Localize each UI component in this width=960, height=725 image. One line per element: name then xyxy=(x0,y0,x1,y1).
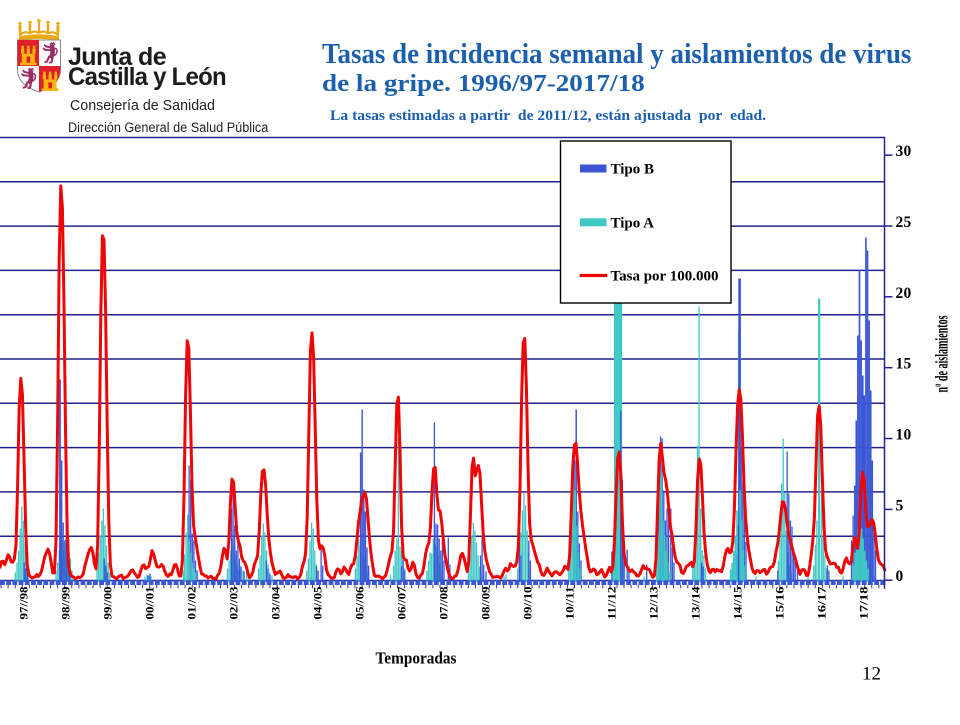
svg-text:17/18: 17/18 xyxy=(857,587,871,620)
svg-text:13//14: 13//14 xyxy=(689,587,703,620)
svg-text:07//08: 07//08 xyxy=(437,587,451,620)
svg-text:05//06: 05//06 xyxy=(353,587,367,620)
svg-text:12//13: 12//13 xyxy=(647,587,661,620)
svg-text:15/16: 15/16 xyxy=(773,587,787,620)
svg-text:10//11: 10//11 xyxy=(563,587,577,620)
svg-text:01//02: 01//02 xyxy=(185,587,199,620)
svg-text:06//07: 06//07 xyxy=(395,587,409,620)
svg-text:08//09: 08//09 xyxy=(479,587,493,620)
svg-text:14//15: 14//15 xyxy=(731,587,745,620)
svg-text:Temporadas: Temporadas xyxy=(376,648,457,667)
svg-text:Tipo B: Tipo B xyxy=(611,162,655,178)
svg-text:10: 10 xyxy=(896,427,912,444)
svg-text:30: 30 xyxy=(896,143,912,160)
svg-text:11//12: 11//12 xyxy=(605,587,619,620)
svg-text:Tipo A: Tipo A xyxy=(611,215,655,231)
svg-text:20: 20 xyxy=(896,285,912,302)
svg-text:nº de aislamientos: nº de aislamientos xyxy=(932,316,952,393)
svg-text:97//98: 97//98 xyxy=(17,587,31,620)
svg-text:00//01: 00//01 xyxy=(143,587,157,620)
svg-text:25: 25 xyxy=(896,214,912,231)
svg-text:99//00: 99//00 xyxy=(101,587,115,620)
svg-text:15: 15 xyxy=(896,356,912,373)
svg-text:03//04: 03//04 xyxy=(269,587,283,620)
svg-text:98//99: 98//99 xyxy=(59,587,73,620)
svg-text:16/17: 16/17 xyxy=(815,587,829,620)
svg-text:02//03: 02//03 xyxy=(227,587,241,620)
svg-text:09//10: 09//10 xyxy=(521,587,535,620)
svg-text:04//05: 04//05 xyxy=(311,587,325,620)
svg-text:5: 5 xyxy=(896,497,904,514)
svg-text:Tasa por 100.000: Tasa por 100.000 xyxy=(611,269,719,285)
svg-text:12: 12 xyxy=(862,664,881,685)
svg-text:0: 0 xyxy=(896,568,904,585)
